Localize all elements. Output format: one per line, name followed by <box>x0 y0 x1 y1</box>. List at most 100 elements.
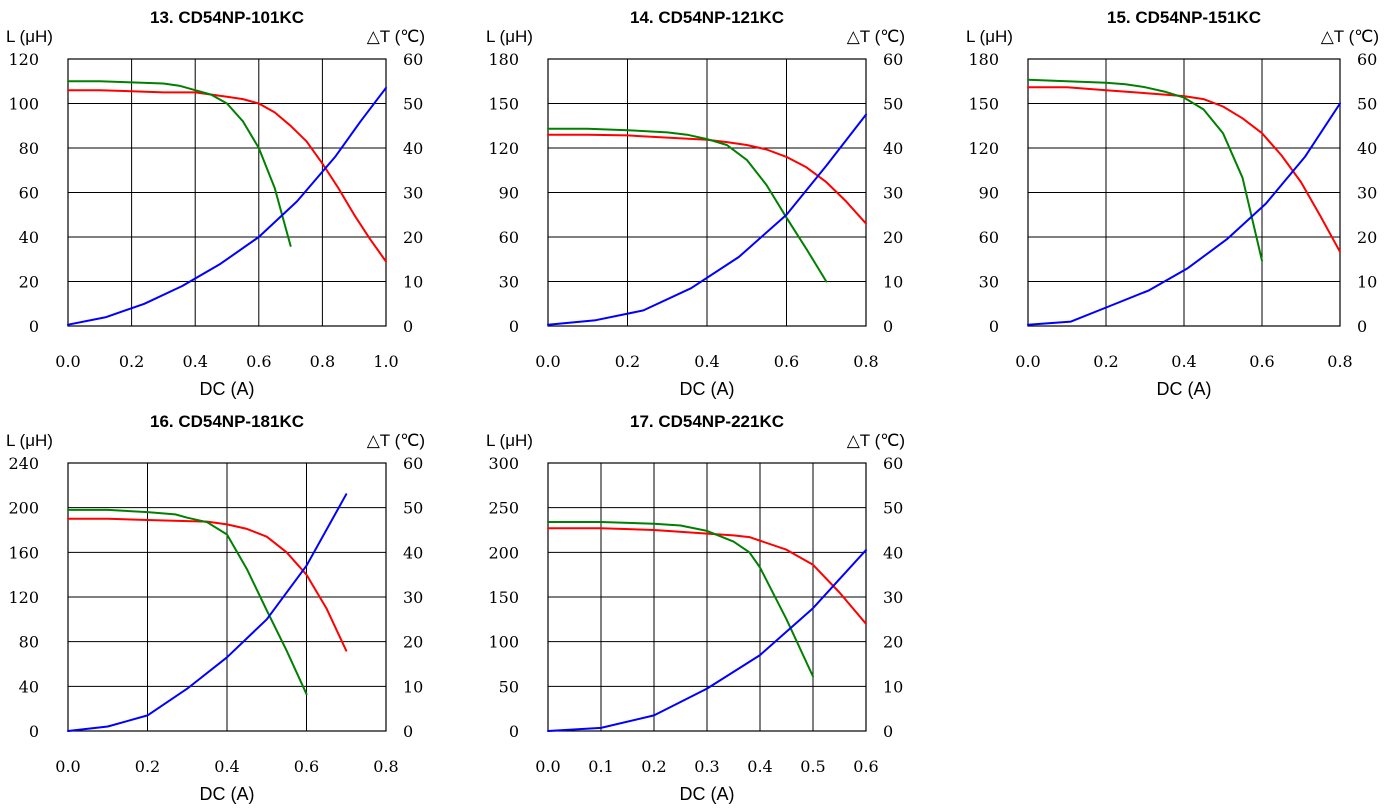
x-tick-label: 0.0 <box>535 352 560 371</box>
x-axis-label: DC (A) <box>680 379 735 399</box>
y2-axis-label: △T (℃) <box>1321 27 1379 46</box>
y-tick-label: 40 <box>19 677 39 696</box>
plot-frame <box>547 58 867 327</box>
y2-tick-label: 10 <box>403 273 423 292</box>
y2-tick-label: 40 <box>403 543 423 562</box>
x-tick-label: 0.6 <box>294 757 319 776</box>
y2-tick-label: 50 <box>883 95 903 114</box>
series-line-red <box>67 89 387 263</box>
chart-title: 14. CD54NP-121KC <box>630 8 784 27</box>
y2-tick-label: 60 <box>403 454 423 473</box>
x-tick-label: 0.8 <box>310 352 335 371</box>
y-tick-label: 30 <box>499 273 519 292</box>
x-tick-label: 0.8 <box>373 757 398 776</box>
y-tick-label: 30 <box>979 273 999 292</box>
series-line-blue <box>67 86 387 326</box>
y2-tick-label: 60 <box>1357 50 1377 69</box>
x-tick-label: 0.0 <box>1015 352 1040 371</box>
x-tick-label: 0.8 <box>853 352 878 371</box>
y2-tick-label: 30 <box>403 184 423 203</box>
chart-title: 17. CD54NP-221KC <box>630 412 784 431</box>
x-tick-label: 0.6 <box>1249 352 1274 371</box>
y-axis-label: L (μH) <box>6 431 53 450</box>
y2-tick-label: 40 <box>403 139 423 158</box>
x-tick-label: 0.8 <box>1327 352 1352 371</box>
series-line-blue <box>547 113 867 326</box>
x-axis-label: DC (A) <box>200 784 255 804</box>
series-line-blue <box>1027 102 1341 326</box>
y2-tick-label: 30 <box>1357 184 1377 203</box>
x-tick-label: 0.5 <box>800 757 825 776</box>
y2-tick-label: 60 <box>883 50 903 69</box>
x-tick-label: 0.0 <box>535 757 560 776</box>
y-tick-label: 100 <box>8 95 39 114</box>
y-tick-label: 250 <box>488 499 519 518</box>
y2-tick-label: 10 <box>883 677 903 696</box>
y-tick-label: 120 <box>488 139 519 158</box>
chart-panel-15: 15. CD54NP-151KC L (μH) △T (℃) DC (A) 0.0 0.2… <box>966 8 1379 399</box>
x-tick-label: 1.0 <box>373 352 398 371</box>
y-tick-label: 180 <box>488 50 519 69</box>
y2-tick-label: 40 <box>883 139 903 158</box>
y-tick-label: 300 <box>488 454 519 473</box>
y-tick-label: 0 <box>509 722 519 741</box>
y-tick-label: 40 <box>19 228 39 247</box>
x-tick-label: 0.6 <box>853 757 878 776</box>
plot-frame <box>1027 58 1341 327</box>
y2-tick-label: 20 <box>403 633 423 652</box>
plot-frame <box>547 462 867 732</box>
x-tick-label: 0.3 <box>694 757 719 776</box>
x-axis-label: DC (A) <box>1157 379 1212 399</box>
y2-tick-label: 0 <box>403 722 413 741</box>
y2-tick-label: 0 <box>1357 317 1367 336</box>
y2-tick-label: 60 <box>883 454 903 473</box>
x-tick-label: 0.2 <box>119 352 144 371</box>
y-tick-label: 120 <box>968 139 999 158</box>
series-line-green <box>1027 78 1263 262</box>
y-tick-label: 60 <box>979 228 999 247</box>
x-axis-label: DC (A) <box>200 379 255 399</box>
y2-tick-label: 20 <box>403 228 423 247</box>
y2-tick-label: 0 <box>883 722 893 741</box>
y2-tick-label: 10 <box>1357 273 1377 292</box>
y-tick-label: 100 <box>488 633 519 652</box>
x-tick-label: 0.2 <box>615 352 640 371</box>
y-tick-label: 120 <box>8 588 39 607</box>
y2-tick-label: 20 <box>1357 228 1377 247</box>
y-tick-label: 60 <box>499 228 519 247</box>
x-tick-label: 0.2 <box>641 757 666 776</box>
y-tick-label: 20 <box>19 273 39 292</box>
y2-tick-label: 50 <box>883 499 903 518</box>
plot-frame <box>67 58 387 327</box>
y2-axis-label: △T (℃) <box>367 27 425 46</box>
series-line-green <box>67 508 308 696</box>
x-tick-label: 0.2 <box>1093 352 1118 371</box>
series-line-red <box>1027 86 1341 253</box>
chart-title: 16. CD54NP-181KC <box>150 412 304 431</box>
series-line-green <box>547 127 828 283</box>
chart-panel-17: 17. CD54NP-221KC L (μH) △T (℃) DC (A) 0.0 0.1… <box>486 412 905 804</box>
y2-tick-label: 60 <box>403 50 423 69</box>
y-tick-label: 0 <box>29 317 39 336</box>
y2-tick-label: 30 <box>403 588 423 607</box>
y-tick-label: 200 <box>8 499 39 518</box>
y-axis-label: L (μH) <box>486 431 533 450</box>
y-tick-label: 160 <box>8 543 39 562</box>
y-tick-label: 50 <box>499 677 519 696</box>
y-tick-label: 150 <box>968 95 999 114</box>
y-tick-label: 80 <box>19 633 39 652</box>
x-tick-label: 0.4 <box>182 352 207 371</box>
y-tick-label: 240 <box>8 454 39 473</box>
y2-tick-label: 20 <box>883 633 903 652</box>
y2-tick-label: 0 <box>403 317 413 336</box>
series-line-green <box>67 80 292 247</box>
x-tick-label: 0.2 <box>135 757 160 776</box>
y2-tick-label: 30 <box>883 588 903 607</box>
y-tick-label: 90 <box>979 184 999 203</box>
series-line-red <box>67 517 348 652</box>
y2-tick-label: 30 <box>883 184 903 203</box>
chart-title: 13. CD54NP-101KC <box>150 8 304 27</box>
y2-tick-label: 50 <box>1357 95 1377 114</box>
y2-tick-label: 10 <box>883 273 903 292</box>
